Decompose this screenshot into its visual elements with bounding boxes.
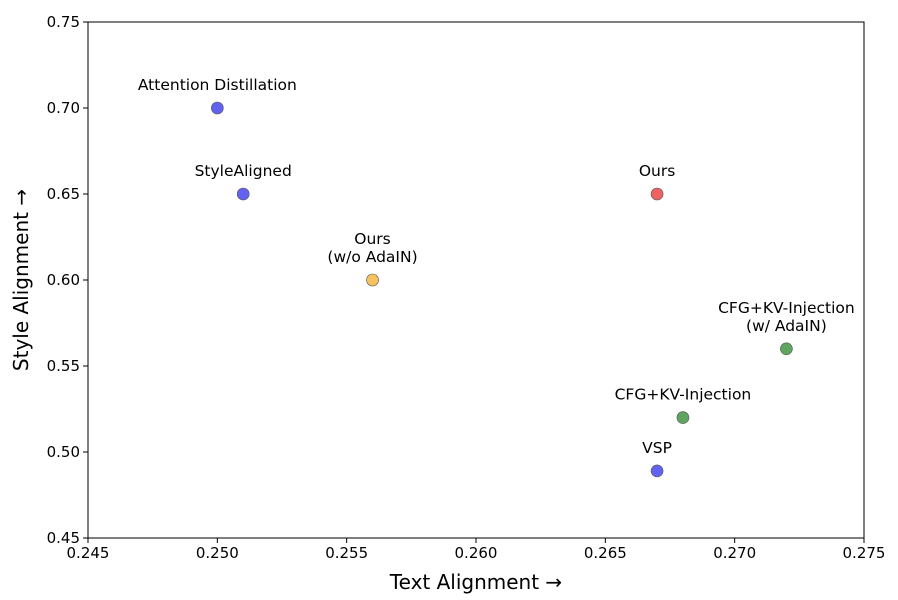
y-tick-label: 0.55 [47, 357, 80, 375]
point-label: Ours [354, 230, 390, 248]
x-axis-label: Text Alignment → [389, 570, 562, 594]
y-tick-label: 0.70 [47, 99, 80, 117]
x-tick-label: 0.245 [67, 544, 110, 562]
y-tick-label: 0.45 [47, 529, 80, 547]
point-label: (w/ AdaIN) [746, 317, 827, 335]
axis-ticks: 0.245 0.250 0.255 0.260 0.265 0.270 0.275 0.45 0… [47, 13, 886, 562]
y-tick-label: 0.60 [47, 271, 80, 289]
data-point [236, 187, 250, 201]
x-tick-label: 0.270 [713, 544, 756, 562]
y-tick-label: 0.65 [47, 185, 80, 203]
data-point [211, 101, 224, 115]
point-label: StyleAligned [195, 162, 292, 180]
x-tick-label: 0.250 [196, 544, 239, 562]
x-tick-label: 0.275 [843, 544, 886, 562]
data-point [780, 342, 793, 356]
x-tick-label: 0.260 [455, 544, 498, 562]
point-label: CFG+KV-Injection [615, 386, 752, 404]
plot-area [87, 21, 865, 539]
point-labels: Attention DistillationStyleAlignedOurs(w… [138, 76, 855, 457]
y-axis-label: Style Alignment → [9, 189, 33, 371]
point-label: (w/o AdaIN) [327, 248, 417, 266]
point-label: Ours [639, 162, 675, 180]
point-label: Attention Distillation [138, 76, 297, 94]
x-tick-label: 0.255 [325, 544, 368, 562]
data-point [366, 273, 379, 287]
x-tick-label: 0.265 [584, 544, 627, 562]
y-tick-label: 0.75 [47, 13, 80, 31]
y-tick-label: 0.50 [47, 443, 80, 461]
data-point [650, 187, 664, 201]
data-points [211, 101, 793, 478]
point-label: CFG+KV-Injection [718, 299, 855, 317]
point-label: VSP [642, 439, 672, 457]
data-point [650, 464, 664, 478]
data-point [676, 411, 690, 424]
